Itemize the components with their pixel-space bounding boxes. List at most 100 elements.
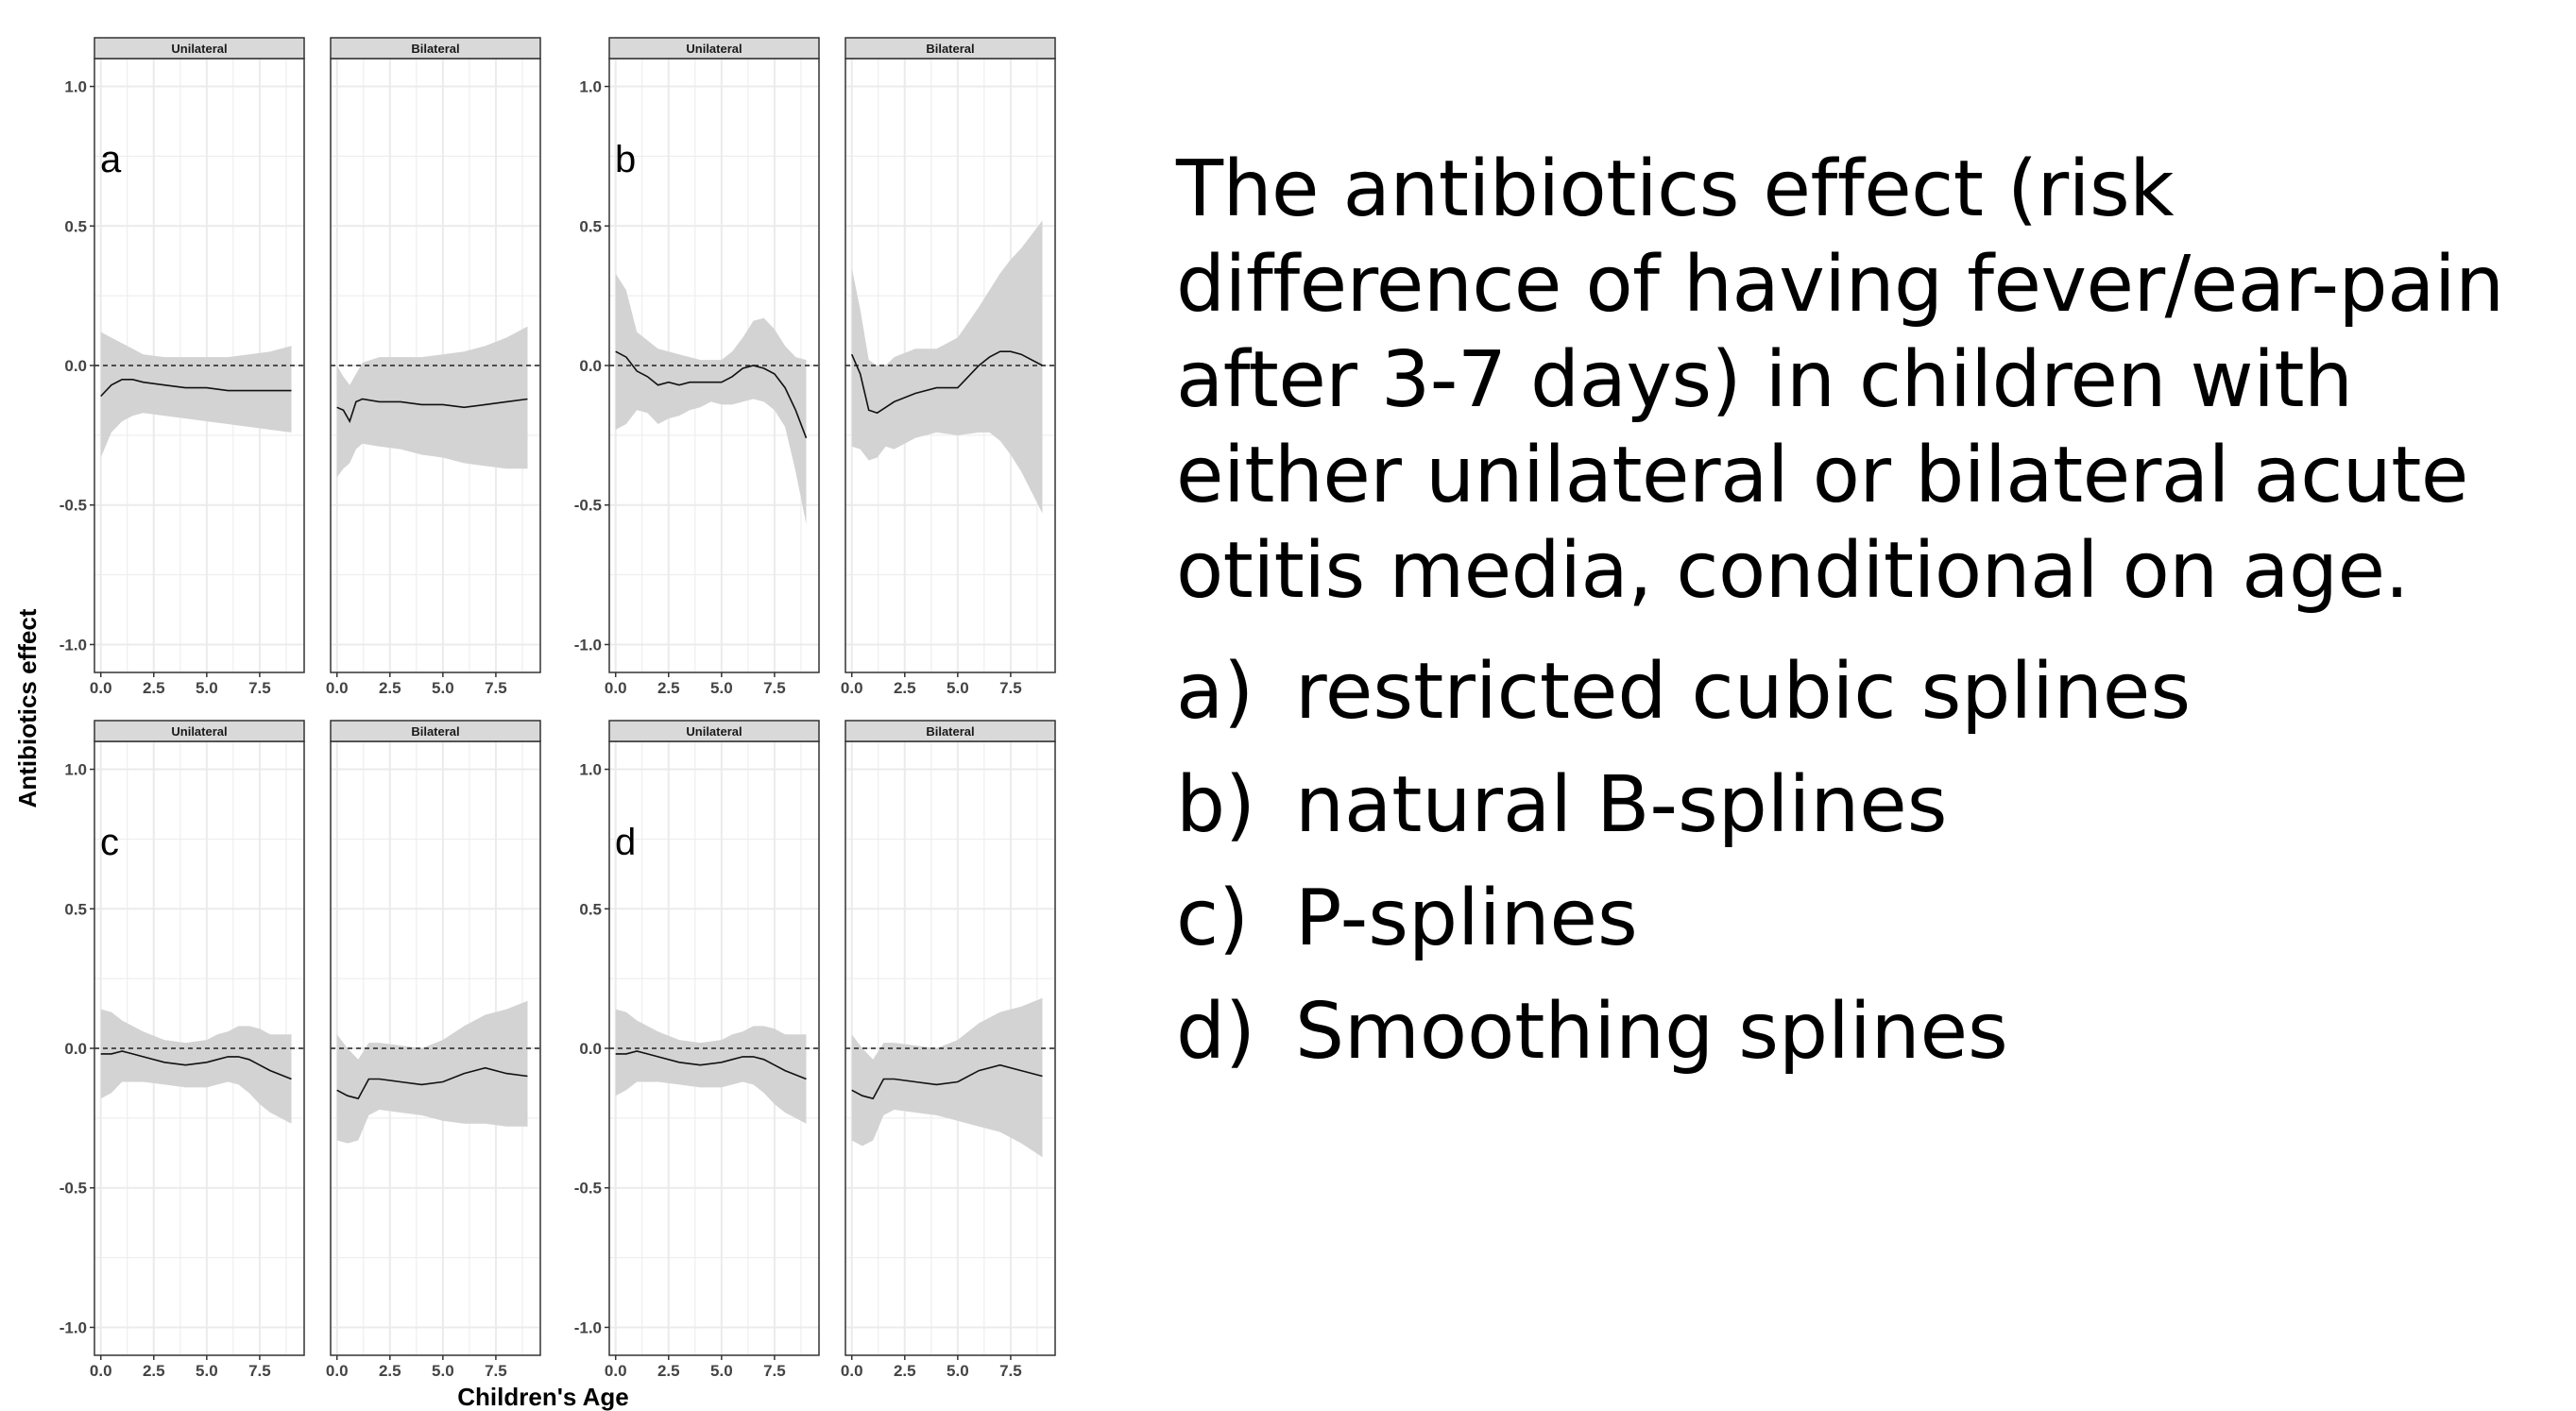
y-tick-label: 0.5 bbox=[579, 900, 602, 918]
facet-strip-label: Bilateral bbox=[411, 724, 459, 739]
effect-line bbox=[850, 350, 1043, 415]
y-tick-label: 0.5 bbox=[64, 900, 87, 918]
y-tick-label: 1.0 bbox=[579, 78, 602, 96]
y-tick-label: -0.5 bbox=[60, 497, 87, 515]
caption-item-a: a) restricted cubic splines bbox=[1176, 636, 2555, 749]
facet-strip bbox=[844, 37, 1056, 60]
facet-strip-label: Unilateral bbox=[686, 724, 742, 739]
confidence-band bbox=[851, 997, 1043, 1158]
x-tick-label: 5.0 bbox=[710, 1362, 733, 1380]
y-tick-label: 0.0 bbox=[64, 357, 87, 375]
x-tick-label: 0.0 bbox=[90, 679, 112, 697]
chart-canvas: Unilateral 0.0 2.5 5.0 7.5 1.0 0.5 0.0 -0.5 -1.0 a… bbox=[13, 37, 1056, 1411]
facet-strip bbox=[94, 37, 305, 60]
x-tick-label: 7.5 bbox=[763, 1362, 786, 1380]
y-tick-label: 0.0 bbox=[579, 1040, 602, 1058]
x-tick-label: 2.5 bbox=[657, 679, 680, 697]
facet-strip bbox=[330, 37, 541, 60]
facet-strip-label: Unilateral bbox=[686, 42, 742, 56]
y-tick-label: 1.0 bbox=[64, 78, 87, 96]
caption-text: The antibiotics effect (risk difference … bbox=[1176, 144, 2504, 616]
x-tick-label: 2.5 bbox=[894, 679, 916, 697]
x-tick-label: 0.0 bbox=[326, 1362, 349, 1380]
y-axis-title: Antibiotics effect bbox=[13, 608, 42, 808]
x-tick-label: 0.0 bbox=[90, 1362, 112, 1380]
caption-label: natural B-splines bbox=[1295, 760, 1948, 850]
facet-strip bbox=[608, 37, 820, 60]
y-tick-label: 0.0 bbox=[579, 357, 602, 375]
caption-marker: a) bbox=[1176, 647, 1254, 737]
x-tick-label: 0.0 bbox=[841, 1362, 863, 1380]
x-tick-label: 7.5 bbox=[999, 679, 1022, 697]
x-tick-label: 5.0 bbox=[432, 1362, 454, 1380]
effect-line bbox=[851, 1063, 1043, 1100]
y-tick-label: 0.5 bbox=[64, 217, 87, 235]
facet-strip bbox=[330, 720, 541, 742]
confidence-band bbox=[851, 220, 1043, 514]
effect-line bbox=[336, 398, 528, 424]
faceted-line-chart: Unilateral 0.0 2.5 5.0 7.5 1.0 0.5 0.0 -0.5 -1.0 a… bbox=[0, 0, 1077, 1411]
x-tick-label: 7.5 bbox=[248, 679, 271, 697]
caption-item-c: c) P-splines bbox=[1176, 862, 2555, 976]
panel-letter: a bbox=[100, 139, 122, 180]
y-tick-label: -0.5 bbox=[574, 1180, 602, 1198]
facet-strip-label: Bilateral bbox=[926, 42, 974, 56]
y-tick-label: -1.0 bbox=[574, 1318, 602, 1336]
y-tick-label: 1.0 bbox=[579, 761, 602, 779]
confidence-band bbox=[336, 326, 528, 478]
y-tick-label: -1.0 bbox=[60, 636, 87, 654]
effect-line bbox=[100, 379, 292, 398]
y-tick-label: -1.0 bbox=[60, 1318, 87, 1336]
effect-line bbox=[100, 1050, 292, 1080]
x-tick-label: 2.5 bbox=[379, 1362, 401, 1380]
caption-marker: b) bbox=[1176, 760, 1256, 850]
x-axis-title: Children's Age bbox=[457, 1383, 628, 1411]
x-tick-label: 5.0 bbox=[196, 679, 218, 697]
x-tick-label: 7.5 bbox=[248, 1362, 271, 1380]
x-tick-label: 0.0 bbox=[326, 679, 349, 697]
x-tick-label: 2.5 bbox=[894, 1362, 916, 1380]
x-tick-label: 7.5 bbox=[999, 1362, 1022, 1380]
y-tick-label: 0.0 bbox=[64, 1040, 87, 1058]
y-tick-label: -1.0 bbox=[574, 636, 602, 654]
x-tick-label: 5.0 bbox=[432, 679, 454, 697]
facet-strip-label: Unilateral bbox=[171, 42, 227, 56]
figure-caption: The antibiotics effect (risk difference … bbox=[1176, 142, 2555, 1089]
x-tick-label: 7.5 bbox=[485, 679, 507, 697]
effect-line bbox=[615, 1050, 807, 1080]
caption-label: Smoothing splines bbox=[1295, 987, 2008, 1077]
caption-list: a) restricted cubic splines b) natural B… bbox=[1176, 636, 2555, 1089]
confidence-band bbox=[100, 332, 292, 458]
caption-marker: d) bbox=[1176, 987, 1256, 1077]
x-tick-label: 0.0 bbox=[841, 679, 863, 697]
confidence-band bbox=[615, 273, 807, 525]
facet-strip-label: Bilateral bbox=[411, 42, 459, 56]
caption-item-b: b) natural B-splines bbox=[1176, 749, 2555, 862]
x-tick-label: 2.5 bbox=[657, 1362, 680, 1380]
caption-marker: c) bbox=[1176, 874, 1250, 963]
facet-strip bbox=[844, 720, 1056, 742]
y-tick-label: 1.0 bbox=[64, 761, 87, 779]
x-tick-label: 2.5 bbox=[379, 679, 401, 697]
caption-item-d: d) Smoothing splines bbox=[1176, 976, 2555, 1089]
x-tick-label: 5.0 bbox=[947, 679, 969, 697]
facet-strip-label: Unilateral bbox=[171, 724, 227, 739]
confidence-band bbox=[100, 1009, 292, 1124]
x-tick-label: 5.0 bbox=[196, 1362, 218, 1380]
facet-strip bbox=[94, 720, 305, 742]
facet-strip bbox=[608, 720, 820, 742]
effect-line bbox=[615, 350, 808, 439]
x-tick-label: 5.0 bbox=[710, 679, 733, 697]
x-tick-label: 5.0 bbox=[947, 1362, 969, 1380]
confidence-band bbox=[615, 1009, 807, 1124]
y-tick-label: -0.5 bbox=[574, 497, 602, 515]
x-tick-label: 7.5 bbox=[763, 679, 786, 697]
caption-label: restricted cubic splines bbox=[1295, 647, 2192, 737]
x-tick-label: 2.5 bbox=[143, 679, 165, 697]
y-tick-label: 0.5 bbox=[579, 217, 602, 235]
y-tick-label: -0.5 bbox=[60, 1180, 87, 1198]
panel-letter: c bbox=[100, 822, 119, 863]
effect-line bbox=[336, 1066, 528, 1100]
x-tick-label: 0.0 bbox=[605, 679, 627, 697]
x-tick-label: 7.5 bbox=[485, 1362, 507, 1380]
